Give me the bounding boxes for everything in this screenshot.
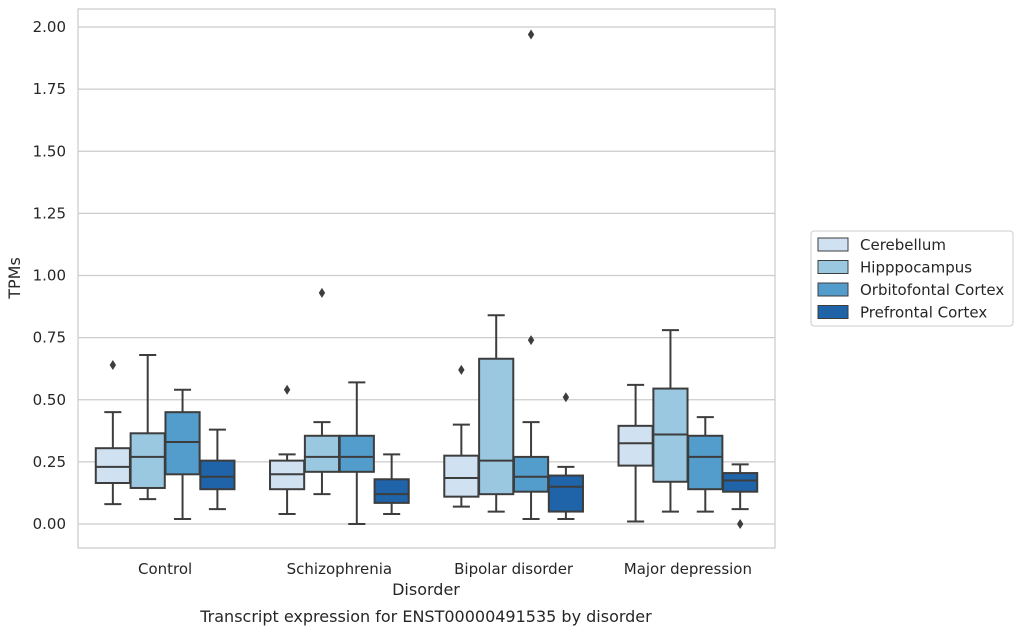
legend-label: Cerebellum bbox=[860, 236, 946, 254]
outlier-point bbox=[736, 519, 744, 529]
box-cerebellum bbox=[94, 359, 131, 506]
box-orbitofontal-cortex bbox=[164, 388, 201, 521]
legend-entry: Cerebellum bbox=[817, 236, 946, 254]
iqr-box bbox=[443, 454, 480, 498]
iqr-box bbox=[722, 472, 759, 493]
box-prefrontal-cortex bbox=[722, 463, 759, 529]
outlier-point bbox=[527, 335, 535, 346]
y-tick-label: 0.00 bbox=[33, 515, 66, 533]
outlier-point bbox=[318, 287, 326, 298]
outlier-point bbox=[527, 29, 535, 40]
box-cerebellum bbox=[617, 383, 654, 523]
legend-label: Prefrontal Cortex bbox=[860, 304, 987, 322]
box-prefrontal-cortex bbox=[199, 428, 236, 511]
x-tick-label: Control bbox=[138, 560, 192, 578]
x-axis-label: Disorder bbox=[392, 580, 460, 599]
box-hipppocampus bbox=[129, 354, 166, 501]
box-cerebellum bbox=[269, 384, 306, 516]
iqr-box bbox=[338, 434, 375, 473]
box-prefrontal-cortex bbox=[373, 453, 410, 516]
legend-entry: Prefrontal Cortex bbox=[817, 304, 987, 322]
y-tick-label: 0.25 bbox=[33, 453, 66, 471]
iqr-box bbox=[373, 478, 410, 504]
iqr-box bbox=[687, 434, 724, 491]
iqr-box bbox=[303, 434, 341, 473]
iqr-box bbox=[617, 424, 654, 467]
outlier-point bbox=[109, 359, 117, 370]
outlier-point bbox=[283, 384, 291, 395]
legend-swatch bbox=[817, 305, 849, 319]
iqr-box bbox=[478, 357, 515, 496]
box-hipppocampus bbox=[478, 314, 515, 513]
outlier-point bbox=[458, 364, 465, 375]
box-groups bbox=[94, 29, 759, 529]
legend-label: Hipppocampus bbox=[860, 259, 972, 277]
legend-swatch bbox=[817, 260, 849, 274]
box-cerebellum bbox=[443, 364, 480, 508]
iqr-box bbox=[199, 459, 236, 491]
y-tick-label: 1.00 bbox=[33, 267, 66, 285]
iqr-box bbox=[129, 432, 166, 489]
box-orbitofontal-cortex bbox=[687, 416, 724, 513]
legend-entry: Hipppocampus bbox=[817, 259, 972, 277]
iqr-box bbox=[547, 474, 584, 513]
legend-label: Orbitofontal Cortex bbox=[860, 281, 1004, 299]
y-axis-label: TPMs bbox=[5, 257, 24, 300]
y-tick-label: 1.25 bbox=[33, 204, 66, 222]
legend-items: Cerebellum Hipppocampus Orbitofontal Corte… bbox=[817, 236, 1004, 322]
iqr-box bbox=[164, 411, 201, 476]
iqr-box bbox=[94, 447, 131, 484]
chart-caption: Transcript expression for ENST0000049153… bbox=[199, 607, 652, 626]
iqr-box bbox=[512, 455, 550, 493]
legend: Cerebellum Hipppocampus Orbitofontal Corte… bbox=[810, 230, 1014, 327]
outlier-point bbox=[562, 392, 570, 403]
y-tick-label: 1.75 bbox=[33, 80, 66, 98]
legend-swatch bbox=[817, 237, 849, 252]
y-tick-label: 2.00 bbox=[33, 18, 66, 36]
box-hipppocampus bbox=[303, 287, 341, 496]
box-hipppocampus bbox=[652, 329, 689, 513]
plot-area-frame bbox=[77, 8, 776, 549]
x-tick-label: Bipolar disorder bbox=[454, 560, 574, 578]
legend-frame bbox=[810, 230, 1014, 327]
box-orbitofontal-cortex bbox=[338, 381, 375, 525]
x-tick-labels: Control Schizophrenia Bipolar disorder Majo… bbox=[138, 560, 752, 578]
y-tick-label: 0.75 bbox=[33, 329, 66, 347]
y-tick-labels: 0.00 0.25 0.50 0.75 1.00 1.25 1.50 1.75 2.00 bbox=[33, 18, 66, 533]
legend-entry: Orbitofontal Cortex bbox=[817, 281, 1004, 299]
y-tick-label: 1.50 bbox=[33, 142, 66, 160]
box-orbitofontal-cortex bbox=[512, 29, 550, 521]
x-tick-label: Schizophrenia bbox=[287, 560, 392, 578]
box-prefrontal-cortex bbox=[547, 392, 584, 521]
x-tick-label: Major depression bbox=[624, 560, 752, 578]
y-tick-label: 0.50 bbox=[33, 391, 66, 409]
legend-swatch bbox=[817, 282, 849, 297]
